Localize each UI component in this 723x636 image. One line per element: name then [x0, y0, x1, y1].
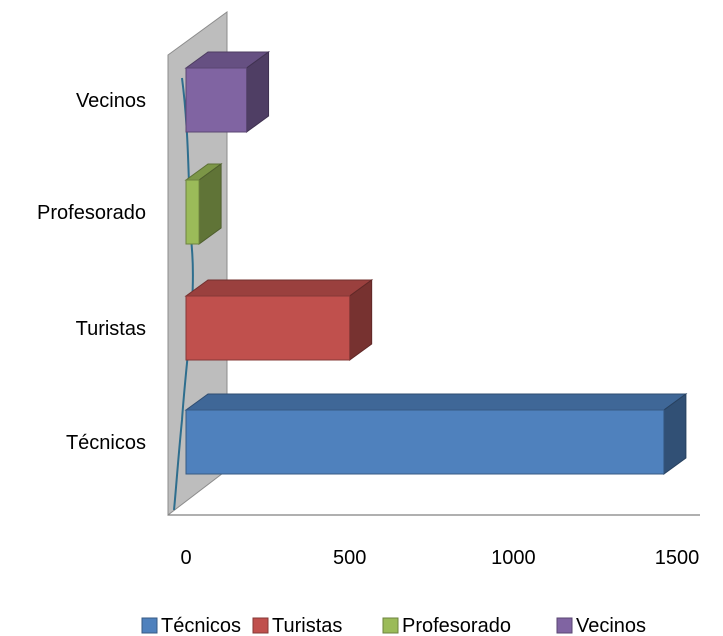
legend-label-profesorado: Profesorado — [402, 615, 511, 636]
legend-label-tecnicos: Técnicos — [161, 615, 241, 636]
x-tick-label-500: 500 — [333, 547, 366, 569]
category-label-tecnicos: Técnicos — [66, 432, 146, 454]
category-labels: Técnicos Turistas Profesorado Vecinos — [37, 90, 146, 454]
legend-item-turistas: Turistas — [252, 615, 342, 636]
bar-top-turistas — [184, 279, 374, 297]
category-label-profesorado: Profesorado — [37, 202, 146, 224]
legend-swatch-vecinos — [556, 617, 573, 634]
x-tick-label-1000: 1000 — [491, 547, 536, 569]
bar-front-turistas — [185, 295, 351, 361]
legend-item-profesorado: Profesorado — [382, 615, 511, 636]
bar-tecnicos — [184, 393, 688, 475]
legend-item-tecnicos: Técnicos — [141, 615, 241, 636]
legend-item-vecinos: Vecinos — [556, 615, 646, 636]
bar-front-profesorado — [185, 179, 200, 245]
bar-top-tecnicos — [184, 393, 688, 411]
legend-swatch-turistas — [252, 617, 269, 634]
x-tick-label-0: 0 — [180, 547, 191, 569]
bar-profesorado — [184, 163, 223, 245]
legend-label-turistas: Turistas — [272, 615, 342, 636]
bar-front-vecinos — [185, 67, 248, 133]
category-label-vecinos: Vecinos — [76, 90, 146, 112]
x-tick-label-1500: 1500 — [655, 547, 700, 569]
bars — [184, 51, 688, 475]
legend: Técnicos Turistas Profesorado Vecinos — [141, 615, 646, 636]
bar-vecinos — [184, 51, 271, 133]
legend-swatch-tecnicos — [141, 617, 158, 634]
x-axis-ticks: 0 500 1000 1500 — [180, 547, 699, 569]
legend-label-vecinos: Vecinos — [576, 615, 646, 636]
legend-swatch-profesorado — [382, 617, 399, 634]
bar-turistas — [184, 279, 374, 361]
bar-front-tecnicos — [185, 409, 665, 475]
category-label-turistas: Turistas — [76, 318, 146, 340]
